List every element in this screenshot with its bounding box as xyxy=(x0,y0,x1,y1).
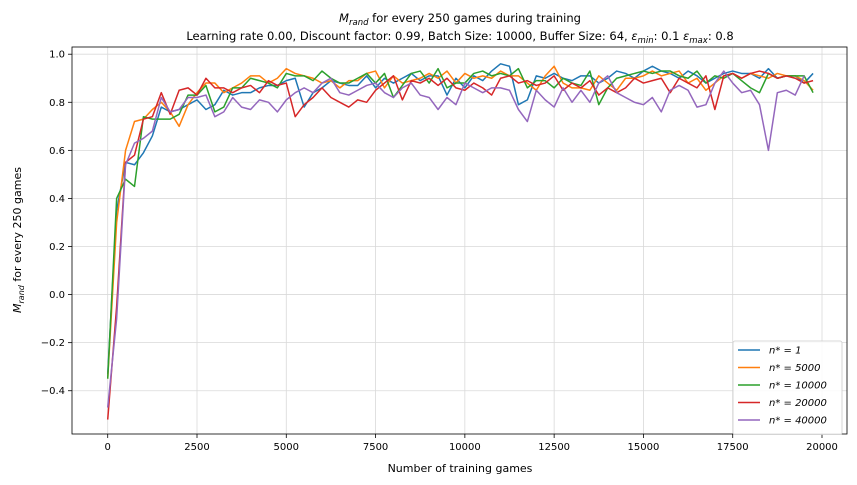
legend-box xyxy=(732,340,843,435)
plot-area-frame xyxy=(71,46,848,435)
y-tick-label: 0.8 xyxy=(49,98,65,109)
x-tick-label: 2500 xyxy=(184,442,209,453)
legend-label: n* = 10000 xyxy=(769,381,827,392)
legend-label: n* = 5000 xyxy=(769,363,821,374)
y-tick-label: 0.0 xyxy=(49,290,65,301)
x-tick-label: 5000 xyxy=(274,442,299,453)
legend-label: n* = 20000 xyxy=(769,398,827,409)
x-tick-label: 0 xyxy=(105,442,111,453)
chart-subtitle: Learning rate 0.00, Discount factor: 0.9… xyxy=(186,29,733,46)
series-layer xyxy=(106,63,814,420)
y-tick-label: 1.0 xyxy=(49,50,65,61)
legend-label: n* = 40000 xyxy=(769,416,827,427)
y-tick-label: 0.4 xyxy=(49,194,65,205)
series-line-3 xyxy=(106,67,814,379)
series-line-4 xyxy=(106,70,814,420)
y-tick-label: 0.6 xyxy=(49,146,65,157)
series-line-2 xyxy=(106,65,814,379)
tick-layer: 0 2500 5000 7500 10000 12500 15000 17500 20000 −0… xyxy=(41,50,838,453)
y-axis-label: Mrand for every 250 games xyxy=(11,167,26,313)
series-line-1 xyxy=(106,63,814,374)
x-tick-label: 20000 xyxy=(806,442,838,453)
legend: n* = 1 n* = 5000 n* = 10000 n* = 20000 n* = … xyxy=(732,340,843,435)
x-tick-label: 15000 xyxy=(628,442,660,453)
y-tick-label: 0.2 xyxy=(49,242,65,253)
series-line-5 xyxy=(106,70,805,408)
x-tick-label: 12500 xyxy=(538,442,570,453)
chart-title: Mrand for every 250 games during trainin… xyxy=(339,11,581,28)
y-tick-label: −0.4 xyxy=(41,386,65,397)
y-tick-label: −0.2 xyxy=(41,338,65,349)
grid-layer xyxy=(72,47,847,434)
x-tick-label: 7500 xyxy=(363,442,388,453)
x-axis-label: Number of training games xyxy=(388,462,533,475)
legend-label: n* = 1 xyxy=(769,346,801,357)
x-tick-label: 10000 xyxy=(449,442,481,453)
x-tick-label: 17500 xyxy=(717,442,749,453)
